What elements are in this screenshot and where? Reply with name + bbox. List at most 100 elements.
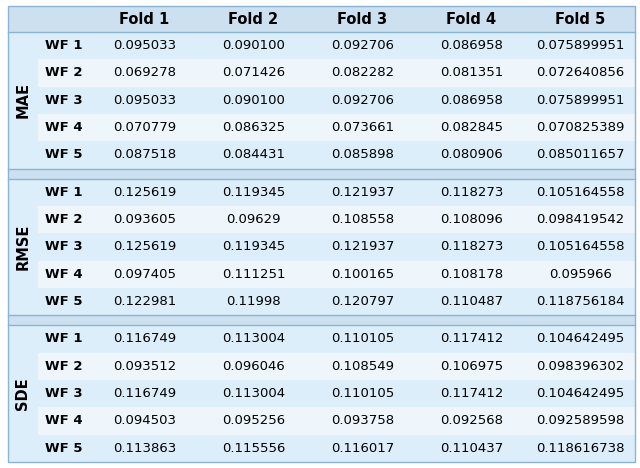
Bar xyxy=(38,114,635,141)
Text: 0.071426: 0.071426 xyxy=(222,66,285,80)
Text: 0.121937: 0.121937 xyxy=(331,186,394,199)
Text: 0.105164558: 0.105164558 xyxy=(536,241,625,254)
Bar xyxy=(38,87,635,114)
Text: 0.090100: 0.090100 xyxy=(222,39,285,52)
Text: WF 1: WF 1 xyxy=(45,39,83,52)
Text: 0.095256: 0.095256 xyxy=(222,415,285,427)
Text: 0.117412: 0.117412 xyxy=(440,387,503,400)
Text: 0.118273: 0.118273 xyxy=(440,186,503,199)
Bar xyxy=(38,288,635,315)
Text: 0.098419542: 0.098419542 xyxy=(536,213,625,226)
Text: 0.092589598: 0.092589598 xyxy=(536,415,625,427)
Text: 0.108558: 0.108558 xyxy=(331,213,394,226)
Text: MAE: MAE xyxy=(15,82,31,118)
Text: 0.119345: 0.119345 xyxy=(222,241,285,254)
Text: 0.106975: 0.106975 xyxy=(440,360,503,373)
Text: 0.110487: 0.110487 xyxy=(440,295,503,308)
Text: 0.096046: 0.096046 xyxy=(222,360,285,373)
Text: 0.085898: 0.085898 xyxy=(331,148,394,161)
Text: WF 5: WF 5 xyxy=(45,442,83,455)
Text: 0.125619: 0.125619 xyxy=(113,186,176,199)
Text: 0.104642495: 0.104642495 xyxy=(536,387,625,400)
Text: 0.090100: 0.090100 xyxy=(222,94,285,107)
Text: WF 5: WF 5 xyxy=(45,148,83,161)
Text: 0.086958: 0.086958 xyxy=(440,39,503,52)
Text: 0.116749: 0.116749 xyxy=(113,332,176,345)
Text: 0.108549: 0.108549 xyxy=(331,360,394,373)
Text: 0.113004: 0.113004 xyxy=(222,332,285,345)
Text: 0.118756184: 0.118756184 xyxy=(536,295,625,308)
Text: 0.092706: 0.092706 xyxy=(331,94,394,107)
Text: 0.075899951: 0.075899951 xyxy=(536,39,625,52)
Text: 0.084431: 0.084431 xyxy=(222,148,285,161)
Text: WF 4: WF 4 xyxy=(45,415,83,427)
Text: WF 4: WF 4 xyxy=(45,268,83,281)
Text: Fold 3: Fold 3 xyxy=(337,12,388,27)
Text: 0.121937: 0.121937 xyxy=(331,241,394,254)
Bar xyxy=(8,168,635,179)
Text: Fold 4: Fold 4 xyxy=(447,12,497,27)
Text: 0.069278: 0.069278 xyxy=(113,66,176,80)
Bar xyxy=(8,179,38,315)
Bar xyxy=(38,325,635,353)
Text: 0.110437: 0.110437 xyxy=(440,442,503,455)
Text: 0.070825389: 0.070825389 xyxy=(536,121,625,134)
Text: 0.092706: 0.092706 xyxy=(331,39,394,52)
Text: 0.073661: 0.073661 xyxy=(331,121,394,134)
Text: 0.086325: 0.086325 xyxy=(222,121,285,134)
Text: 0.113004: 0.113004 xyxy=(222,387,285,400)
Text: Fold 2: Fold 2 xyxy=(228,12,278,27)
Bar xyxy=(38,261,635,288)
Text: Fold 1: Fold 1 xyxy=(120,12,170,27)
Text: 0.118273: 0.118273 xyxy=(440,241,503,254)
Bar xyxy=(38,179,635,206)
Text: 0.115556: 0.115556 xyxy=(222,442,285,455)
Text: WF 2: WF 2 xyxy=(45,360,83,373)
Bar xyxy=(8,32,38,168)
Text: 0.075899951: 0.075899951 xyxy=(536,94,625,107)
Text: 0.097405: 0.097405 xyxy=(113,268,176,281)
Text: 0.086958: 0.086958 xyxy=(440,94,503,107)
Text: 0.094503: 0.094503 xyxy=(113,415,176,427)
Text: 0.070779: 0.070779 xyxy=(113,121,176,134)
Text: 0.111251: 0.111251 xyxy=(221,268,285,281)
Text: SDE: SDE xyxy=(15,377,31,410)
Text: WF 2: WF 2 xyxy=(45,66,83,80)
Text: 0.113863: 0.113863 xyxy=(113,442,176,455)
Text: 0.093512: 0.093512 xyxy=(113,360,176,373)
Text: 0.082845: 0.082845 xyxy=(440,121,503,134)
Bar xyxy=(38,353,635,380)
Bar xyxy=(38,380,635,407)
Text: 0.125619: 0.125619 xyxy=(113,241,176,254)
Text: 0.118616738: 0.118616738 xyxy=(536,442,625,455)
Text: 0.081351: 0.081351 xyxy=(440,66,503,80)
Text: 0.11998: 0.11998 xyxy=(226,295,281,308)
Text: WF 2: WF 2 xyxy=(45,213,83,226)
Text: 0.087518: 0.087518 xyxy=(113,148,176,161)
Text: 0.116749: 0.116749 xyxy=(113,387,176,400)
Text: 0.072640856: 0.072640856 xyxy=(536,66,625,80)
Text: 0.104642495: 0.104642495 xyxy=(536,332,625,345)
Text: 0.092568: 0.092568 xyxy=(440,415,503,427)
Text: WF 1: WF 1 xyxy=(45,332,83,345)
Text: RMSE: RMSE xyxy=(15,224,31,270)
Text: 0.108096: 0.108096 xyxy=(440,213,503,226)
Text: 0.108178: 0.108178 xyxy=(440,268,503,281)
Text: 0.093758: 0.093758 xyxy=(331,415,394,427)
Text: 0.119345: 0.119345 xyxy=(222,186,285,199)
Bar xyxy=(38,141,635,168)
Text: 0.105164558: 0.105164558 xyxy=(536,186,625,199)
Text: Fold 5: Fold 5 xyxy=(556,12,605,27)
Text: 0.09629: 0.09629 xyxy=(227,213,281,226)
Text: WF 5: WF 5 xyxy=(45,295,83,308)
Text: 0.093605: 0.093605 xyxy=(113,213,176,226)
Text: 0.110105: 0.110105 xyxy=(331,387,394,400)
Bar xyxy=(38,234,635,261)
Bar xyxy=(38,407,635,435)
Bar xyxy=(38,59,635,87)
Text: 0.095966: 0.095966 xyxy=(549,268,612,281)
Text: 0.082282: 0.082282 xyxy=(331,66,394,80)
Text: WF 3: WF 3 xyxy=(45,387,83,400)
Text: 0.100165: 0.100165 xyxy=(331,268,394,281)
Text: 0.120797: 0.120797 xyxy=(331,295,394,308)
